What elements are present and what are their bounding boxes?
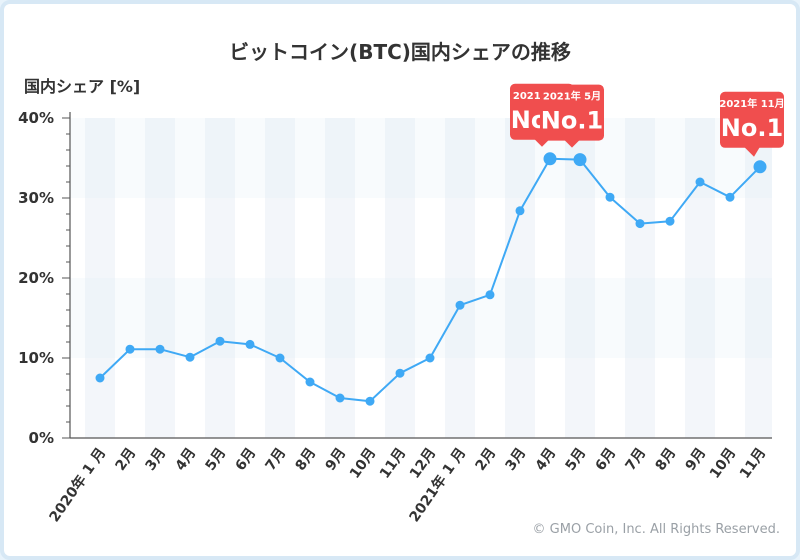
badge-date: 2021年 11月 [719,97,784,110]
data-point [515,206,525,216]
x-tick-label: 8月 [653,445,680,474]
value-band [70,118,772,198]
rank-badge: 2021年 11月 No.1 [719,91,785,157]
y-tick-label: 10% [18,349,54,367]
data-point [485,290,495,300]
data-point [753,160,767,174]
chart-title: ビットコイン(BTC)国内シェアの推移 [229,40,571,64]
value-band [70,278,772,358]
badge-box [720,91,784,148]
y-tick-label: 0% [29,429,54,447]
rank-badge: 2021年 5月 No.1 [540,84,604,148]
y-tick-label: 30% [18,189,54,207]
axes [62,112,772,439]
data-point [605,192,615,202]
data-point [155,344,165,354]
x-tick-label: 5月 [203,445,230,474]
data-points [95,152,767,406]
data-point [125,344,135,354]
data-point [365,396,375,406]
y-tick-label: 20% [18,269,54,287]
y-tick-labels: 0% 10% 20% 30% 40% [18,109,54,447]
x-tick-label: 3月 [503,445,530,474]
data-point [335,393,345,403]
data-point [215,336,225,346]
data-point [275,353,285,363]
y-axis-label: 国内シェア [%] [24,77,140,96]
x-tick-label: 6月 [593,445,620,474]
badge-label: No.1 [541,107,603,135]
data-point [543,152,557,166]
x-tick-label: 7月 [263,445,290,474]
x-tick-label: 2月 [113,445,140,474]
data-point [185,352,195,362]
x-tick-label: 3月 [143,445,170,474]
data-point [425,353,435,363]
x-tick-label: 10月 [347,445,379,482]
data-point [95,373,105,383]
badge-date: 2021年 5月 [543,90,601,103]
data-point [305,377,315,387]
badge-box [540,84,604,141]
copyright-text: © GMO Coin, Inc. All Rights Reserved. [533,522,780,537]
x-tick-label: 4月 [173,445,200,474]
x-tick-label: 4月 [533,445,560,474]
data-point [395,368,405,378]
data-point [573,153,587,167]
data-point [455,300,465,310]
x-tick-label: 7月 [623,445,650,474]
x-tick-label: 6月 [233,445,260,474]
x-tick-label: 5月 [563,445,590,474]
x-tick-label: 9月 [683,445,710,474]
badge-pointer [564,139,580,148]
data-point [245,339,255,349]
x-tick-label: 8月 [293,445,320,474]
badge-label: No.1 [721,114,783,142]
data-point [665,216,675,226]
x-tick-label: 10月 [707,445,739,482]
x-tick-label: 9月 [323,445,350,474]
horizontal-bands [70,118,772,438]
data-point [695,177,705,187]
badge-pointer [534,138,550,147]
data-point [635,219,645,229]
x-tick-label: 11月 [737,445,769,482]
badge-pointer [744,146,760,157]
value-band [70,358,772,438]
x-tick-labels: 2020年 1 月 2月 3月 4月 5月 6月 7月 8月 9月10月11月12月2021年 … [46,445,770,526]
value-band [70,198,772,278]
x-tick-label: 11月 [377,445,409,482]
x-tick-label: 2020年 1 月 [46,445,110,526]
y-tick-label: 40% [18,109,54,127]
data-point [725,192,735,202]
x-tick-label: 2月 [473,445,500,474]
